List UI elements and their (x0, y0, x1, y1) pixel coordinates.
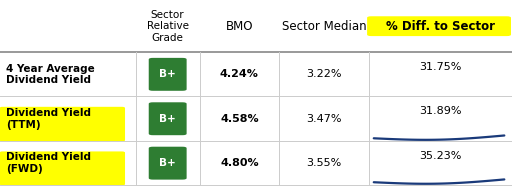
Text: Dividend Yield
(FWD): Dividend Yield (FWD) (6, 152, 91, 174)
Text: BMO: BMO (226, 20, 253, 33)
FancyBboxPatch shape (148, 58, 186, 91)
FancyBboxPatch shape (0, 107, 125, 141)
Text: % Diff. to Sector: % Diff. to Sector (386, 20, 495, 33)
FancyBboxPatch shape (148, 102, 186, 135)
Text: 4.80%: 4.80% (220, 158, 259, 168)
Text: Sector
Relative
Grade: Sector Relative Grade (146, 10, 189, 43)
Text: 3.22%: 3.22% (306, 69, 342, 79)
Text: 31.75%: 31.75% (419, 62, 461, 72)
Text: 4.24%: 4.24% (220, 69, 259, 79)
Text: B+: B+ (159, 158, 176, 168)
Text: Sector Median: Sector Median (282, 20, 366, 33)
Text: B+: B+ (159, 114, 176, 124)
Text: 35.23%: 35.23% (419, 151, 461, 161)
Text: 3.47%: 3.47% (306, 114, 342, 124)
FancyBboxPatch shape (148, 147, 186, 180)
FancyBboxPatch shape (367, 16, 511, 36)
Text: 31.89%: 31.89% (419, 106, 462, 116)
Text: 4.58%: 4.58% (220, 114, 259, 124)
Text: 3.55%: 3.55% (306, 158, 342, 168)
FancyBboxPatch shape (0, 151, 125, 185)
Text: 4 Year Average
Dividend Yield: 4 Year Average Dividend Yield (6, 64, 95, 85)
Text: Dividend Yield
(TTM): Dividend Yield (TTM) (6, 108, 91, 130)
Text: B+: B+ (159, 69, 176, 79)
